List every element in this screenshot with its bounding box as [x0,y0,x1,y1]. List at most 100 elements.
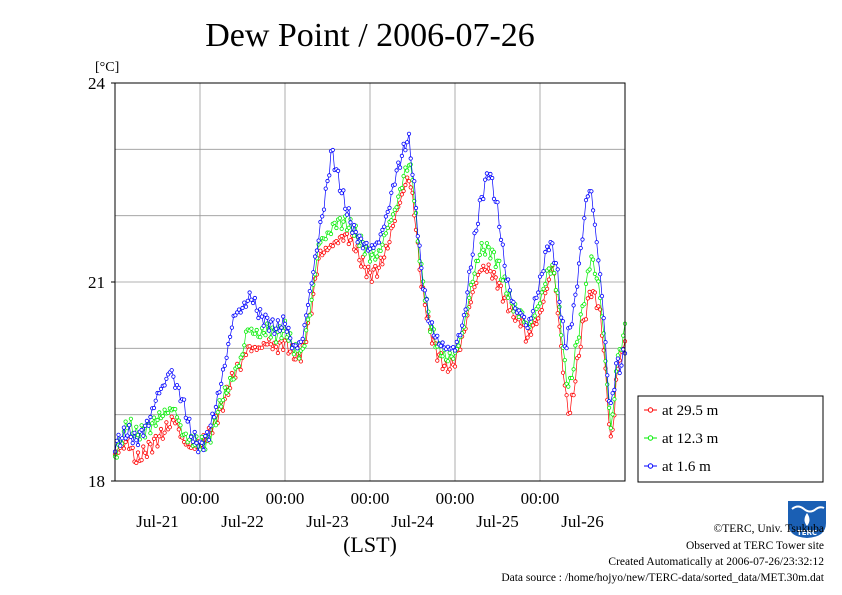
data-point [594,240,599,245]
data-point [330,244,335,249]
data-point [383,214,388,219]
data-point [158,386,164,391]
data-point [470,279,475,284]
data-point [273,340,279,345]
data-point [412,179,417,184]
data-point [378,255,383,260]
data-point [243,304,249,309]
legend-marker [647,407,654,413]
data-point [399,153,404,158]
data-point [270,317,275,322]
data-point [385,209,390,214]
data-point [357,233,362,238]
data-point [380,242,385,247]
data-point [382,255,387,260]
data-point [569,322,575,327]
data-point [610,412,615,417]
data-point [497,224,502,229]
data-point [258,307,263,312]
data-point [567,325,573,330]
data-point [155,417,160,423]
data-point [543,290,548,296]
data-point [463,307,468,312]
data-point [293,357,298,362]
data-point [371,245,376,250]
data-point [491,250,497,255]
data-point [458,347,463,352]
data-point [376,240,381,245]
data-point [305,320,311,326]
data-point [323,186,328,191]
data-point [139,423,144,428]
data-point [157,391,162,396]
data-point [534,321,539,327]
data-point [582,216,587,221]
data-point [500,242,505,247]
data-point [339,233,344,239]
data-point [467,269,472,274]
data-point [440,340,445,345]
data-point [608,434,613,439]
data-point [490,276,495,281]
data-point [484,171,489,176]
data-point [146,423,151,428]
data-point [305,317,311,322]
data-point [422,302,427,307]
data-point [513,306,518,311]
data-point [479,267,484,273]
data-point [608,400,613,406]
data-point [150,421,155,426]
data-point [160,413,165,419]
data-point [495,286,500,291]
data-point [258,334,263,340]
data-point [328,231,334,237]
data-point [153,423,158,428]
data-point [440,366,445,372]
data-point [373,263,378,269]
data-point [236,363,242,369]
data-point [213,423,218,428]
data-point [176,385,181,390]
data-point [206,437,211,442]
data-point [488,269,493,274]
data-point [562,357,567,363]
data-point [318,219,323,225]
data-point [592,271,598,276]
data-point [468,282,473,287]
data-point [592,222,598,227]
data-point [397,165,403,170]
data-point [166,410,171,415]
data-point [422,288,427,293]
data-point [530,323,536,328]
data-point [583,317,589,322]
data-point [621,347,626,352]
data-point [399,185,404,191]
data-point [366,264,371,269]
data-point [559,333,564,338]
data-point [350,230,355,235]
data-point [212,415,217,420]
data-point [222,385,227,390]
data-point [573,292,578,297]
data-point [495,200,500,205]
data-point [397,200,403,205]
series-group [112,131,628,455]
data-point [589,294,594,300]
data-point [488,171,493,177]
data-point [346,225,351,230]
data-point [405,175,410,180]
x-tick-time-label: 00:00 [436,489,475,508]
data-point [481,263,486,268]
data-point [164,420,169,425]
data-point [392,218,397,224]
data-point [415,234,420,239]
data-point [403,148,408,153]
data-point [259,345,265,350]
x-tick-date-label: Jul-24 [391,512,434,531]
data-point [536,316,541,321]
data-point [162,383,167,388]
data-point [201,447,206,453]
data-point [134,438,139,443]
data-point [484,269,489,274]
